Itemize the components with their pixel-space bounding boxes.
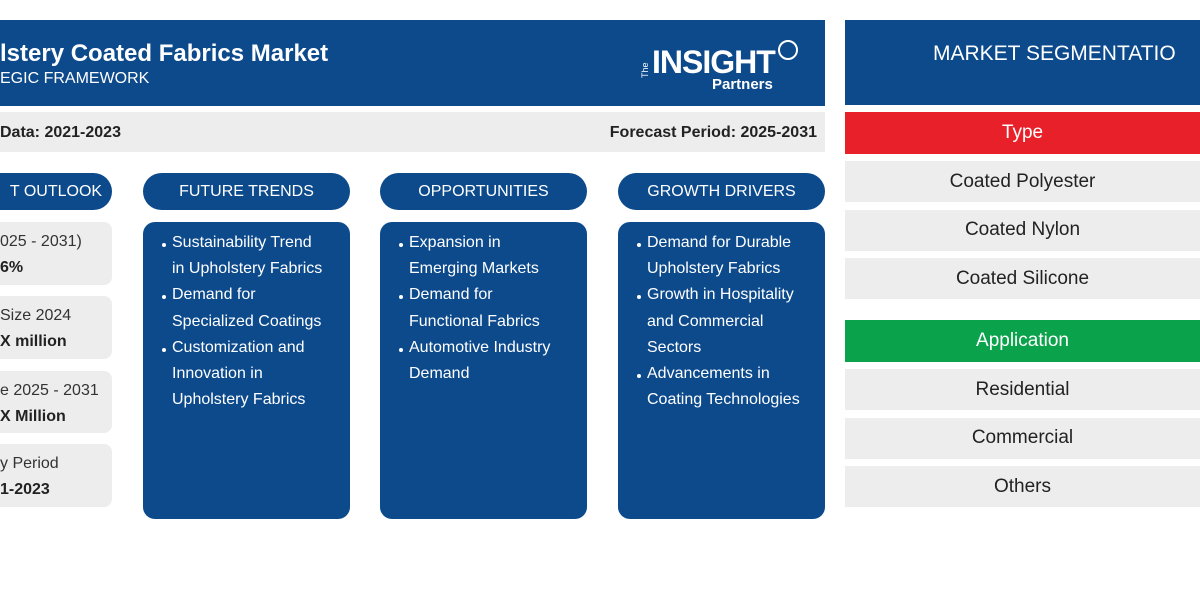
- stat-value: X Million: [0, 408, 66, 425]
- bullet-text: Sectors: [647, 338, 702, 356]
- period-bar: Data: 2021-2023 Forecast Period: 2025-20…: [0, 112, 825, 152]
- subtitle: EGIC FRAMEWORK: [0, 70, 150, 87]
- bullet-text: Advancements in: [647, 365, 770, 382]
- segment-item: Coated Polyester: [845, 161, 1200, 202]
- stat-label: y Period: [0, 455, 59, 472]
- bullet: [162, 347, 166, 352]
- segment-item: Coated Nylon: [845, 209, 1200, 251]
- seg-heading: MARKET SEGMENTATIO: [845, 20, 1200, 105]
- bullet-text: Demand for Durable: [647, 234, 792, 251]
- bullet-text: Growth in Hospitality: [647, 286, 794, 304]
- title: lstery Coated Fabrics Market: [0, 40, 329, 67]
- stat-value: 1-2023: [0, 481, 50, 498]
- stat-label: 025 - 2031): [0, 233, 82, 250]
- segment-item: Commercial: [845, 417, 1200, 459]
- column-box: Demand for Durable Upholstery Fabrics Grow…: [618, 222, 825, 519]
- bullet-text: Specialized Coatings: [172, 312, 322, 330]
- bullet-text: Upholstery Fabrics: [647, 260, 781, 278]
- segment-item: Coated Silicone: [845, 258, 1200, 299]
- column-box: Expansion in Emerging Markets Demand for Fu…: [380, 222, 587, 519]
- stat-label: Size 2024: [0, 307, 72, 324]
- bullet: [637, 243, 641, 247]
- outlook-heading: T OUTLOOK: [0, 173, 112, 210]
- bullet: [637, 374, 641, 378]
- bullet: [637, 295, 641, 300]
- stat-box: e 2025 - 2031 X Million: [0, 371, 112, 433]
- column-heading: OPPORTUNITIES: [380, 173, 587, 210]
- bullet-text: Sustainability Trend: [172, 234, 312, 251]
- bullet-text: Coating Technologies: [647, 391, 800, 409]
- column-heading: FUTURE TRENDS: [143, 173, 350, 210]
- logo-top: The: [640, 62, 650, 78]
- historic: Data: 2021-2023: [0, 124, 121, 141]
- stat-box: 025 - 2031) 6%: [0, 222, 112, 285]
- column-heading: GROWTH DRIVERS: [618, 173, 825, 210]
- logo-sub: Partners: [712, 76, 773, 93]
- segment-item: Others: [845, 466, 1200, 507]
- column-box: Sustainability Trend in Upholstery Fabric…: [143, 222, 350, 519]
- segment-group: Application: [845, 320, 1200, 362]
- bullet-text: Upholstery Fabrics: [172, 391, 306, 409]
- stat-value: 6%: [0, 259, 24, 276]
- bullet-text: Automotive Industry: [409, 338, 551, 356]
- bullet-text: Functional Fabrics: [409, 312, 540, 330]
- bullet: [399, 347, 403, 352]
- bullet: [162, 243, 166, 247]
- stat-box: Size 2024 X million: [0, 296, 112, 359]
- stat-box: y Period 1-2023: [0, 444, 112, 507]
- bullet: [399, 243, 403, 247]
- bullet-text: in Upholstery Fabrics: [172, 260, 323, 278]
- logo-main: INSIGHT: [652, 44, 776, 80]
- segment-group: Type: [845, 112, 1200, 154]
- bullet-text: Emerging Markets: [409, 260, 539, 278]
- bullet-text: Innovation in: [172, 365, 263, 382]
- header: lstery Coated Fabrics Market EGIC FRAMEW…: [0, 20, 825, 106]
- bullet-text: Customization and: [172, 338, 305, 356]
- bullet-text: Demand for: [409, 286, 493, 304]
- bullet-text: Demand: [409, 365, 470, 382]
- logo-ring: [778, 40, 798, 60]
- bullet: [399, 295, 403, 300]
- bullet-text: and Commercial: [647, 312, 764, 330]
- stat-value: X million: [0, 333, 67, 350]
- forecast: Forecast Period: 2025-2031: [609, 124, 817, 141]
- bullet-text: Expansion in: [409, 234, 501, 251]
- stat-label: e 2025 - 2031: [0, 382, 99, 399]
- segment-item: Residential: [845, 369, 1200, 410]
- bullet: [162, 295, 166, 300]
- bullet-text: Demand for: [172, 286, 256, 304]
